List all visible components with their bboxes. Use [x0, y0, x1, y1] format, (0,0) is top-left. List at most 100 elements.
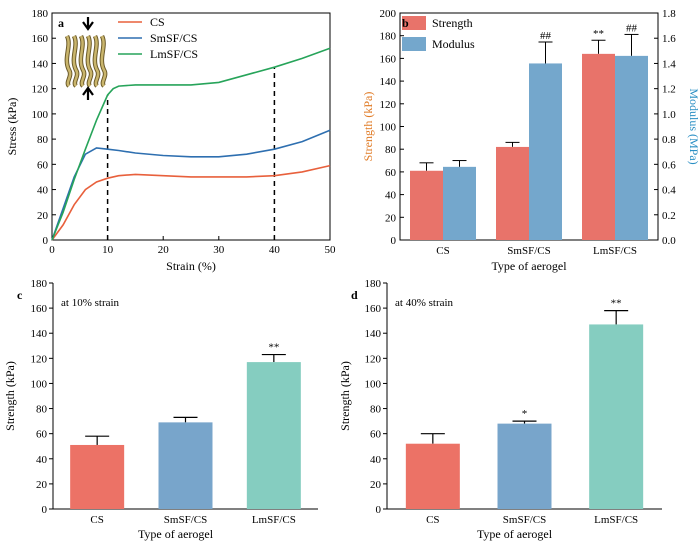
y-tick-label: 100 [365, 378, 382, 390]
significance-mark: ## [626, 22, 638, 34]
bar-CS [70, 444, 125, 509]
inset-structure-image [64, 17, 108, 100]
y-tick-label: 0 [42, 504, 48, 516]
inset-sheet-highlight [100, 35, 107, 87]
x-tick-label: 40 [269, 244, 281, 256]
significance-mark: ** [611, 298, 622, 310]
bar-strength [582, 53, 615, 240]
y-tick-label: 200 [380, 8, 397, 20]
y-tick-label: 100 [32, 109, 49, 121]
y-tick-label: 80 [37, 134, 49, 146]
inset-sheet-highlight [79, 35, 86, 87]
y-tick-label: 120 [380, 99, 397, 111]
x-axis-label: Strain (%) [166, 259, 216, 273]
panel-c: 0 20 40 60 80 100 120 140 160 180 Strength (kPa) Ty… [3, 278, 318, 541]
y-right-tick-label: 1.0 [662, 109, 676, 121]
y-tick-label: 120 [365, 353, 382, 365]
y-right-tick-label: 0.2 [662, 210, 676, 222]
significance-mark: * [522, 408, 528, 420]
y-tick-label: 100 [380, 122, 397, 134]
y-right-tick-label: 0.4 [662, 185, 676, 197]
x-tick-label: LmSF/CS [252, 514, 296, 526]
y-tick-label: 140 [32, 58, 49, 70]
y-tick-label: 140 [31, 328, 48, 340]
x-tick-label: 20 [158, 244, 170, 256]
panel-letter: b [402, 16, 409, 30]
inset-sheet-highlight [72, 35, 79, 87]
y-tick-label: 160 [380, 53, 397, 65]
y-tick-label: 60 [385, 167, 397, 179]
y-tick-label: 120 [32, 84, 49, 96]
panel-letter: c [17, 288, 23, 302]
y-tick-label: 40 [37, 185, 49, 197]
x-tick-label: LmSF/CS [594, 514, 638, 526]
inset-sheet-highlight [93, 35, 100, 87]
y-tick-label: 140 [380, 76, 397, 88]
panel-annotation: at 10% strain [61, 297, 120, 309]
y-tick-label: 160 [31, 303, 48, 315]
y-tick-label: 20 [36, 479, 48, 491]
bar-LmSF-CS [246, 362, 301, 509]
bar-strength [410, 170, 443, 240]
series-line-CS [51, 164, 331, 241]
panel-letter: a [58, 16, 64, 30]
up-arrow-icon [82, 86, 94, 100]
y-tick-label: 160 [365, 303, 382, 315]
x-tick-label: SmSF/CS [164, 514, 207, 526]
x-tick-label: CS [426, 514, 439, 526]
bar-strength [496, 146, 529, 240]
x-tick-label: CS [90, 514, 103, 526]
y-right-tick-label: 1.2 [662, 84, 676, 96]
x-tick-label: 50 [325, 244, 337, 256]
y-right-tick-label: 0.6 [662, 159, 676, 171]
y-tick-label: 0 [43, 235, 49, 247]
x-tick-label: SmSF/CS [503, 514, 546, 526]
x-axis-label: Type of aerogel [491, 259, 567, 273]
bar-modulus [615, 55, 648, 240]
legend-swatch [402, 37, 426, 51]
panel-letter: d [351, 288, 358, 302]
legend-label: Modulus [432, 37, 475, 51]
y-right-tick-label: 0.0 [662, 235, 676, 247]
x-tick-label: 10 [102, 244, 114, 256]
y-axis-label: Strength (kPa) [3, 361, 17, 431]
series-line-SmSF-CS [51, 129, 331, 241]
inset-sheet-highlight [65, 35, 72, 87]
y-tick-label: 160 [32, 33, 49, 45]
y-tick-label: 20 [385, 212, 397, 224]
x-tick-label: 0 [49, 244, 55, 256]
y-tick-label: 40 [370, 454, 382, 466]
y-tick-label: 80 [370, 404, 382, 416]
significance-mark: ## [540, 30, 552, 42]
bar-modulus [529, 63, 562, 240]
legend-label: Strength [432, 16, 473, 30]
y-tick-label: 80 [385, 144, 397, 156]
bar-SmSF-CS [497, 423, 552, 509]
panel-a: 0 20 40 60 80 100 120 140 160 180 0 10 20 30 40 50 Strai… [5, 8, 336, 273]
legend-swatch [402, 16, 426, 30]
legend-label: SmSF/CS [150, 31, 197, 45]
plot-frame [51, 12, 331, 241]
y-right-tick-label: 0.8 [662, 134, 676, 146]
legend-label: LmSF/CS [150, 47, 198, 61]
panel-b: 0 20 40 60 80 100 120 140 160 180 200 0.0 0.2 0.4 0.6 0… [361, 8, 700, 273]
y-right-tick-label: 1.8 [662, 8, 676, 20]
bar-CS [405, 443, 460, 509]
y-tick-label: 40 [36, 454, 48, 466]
panel-annotation: at 40% strain [395, 297, 454, 309]
y-right-tick-label: 1.4 [662, 58, 676, 70]
y-tick-label: 80 [36, 404, 48, 416]
y-tick-label: 20 [370, 479, 382, 491]
legend-label: CS [150, 15, 165, 29]
y-axis-label: Strength (kPa) [361, 92, 375, 162]
y-tick-label: 140 [365, 328, 382, 340]
bar-SmSF-CS [158, 422, 213, 509]
y-axis-label: Stress (kPa) [5, 98, 19, 156]
y-tick-label: 60 [370, 429, 382, 441]
panel-d: 0 20 40 60 80 100 120 140 160 180 Strength (kPa) Ty… [338, 278, 662, 541]
significance-mark: ** [593, 28, 604, 40]
x-tick-label: CS [436, 245, 449, 257]
y-tick-label: 100 [31, 378, 48, 390]
series-line-LmSF-CS [51, 47, 331, 241]
